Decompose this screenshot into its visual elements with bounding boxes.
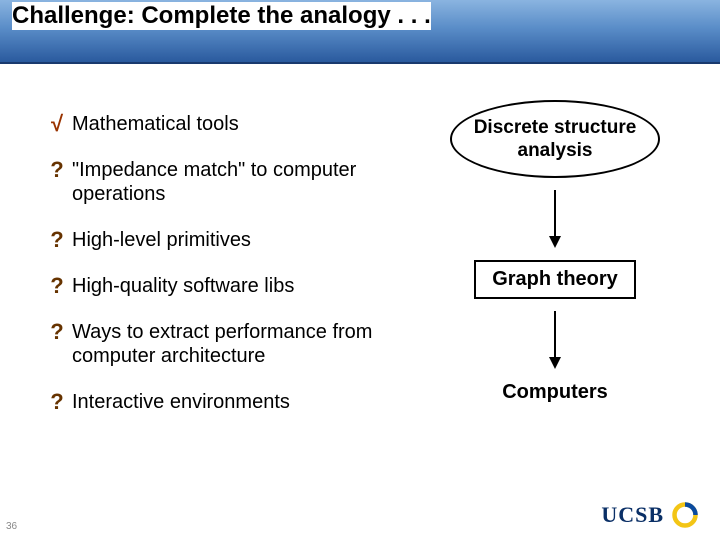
- list-item: ? High-level primitives: [44, 228, 384, 252]
- list-item: √ Mathematical tools: [44, 112, 384, 136]
- ucsb-logo: UCSB: [601, 500, 700, 530]
- node-label: Graph theory: [492, 268, 618, 290]
- bullet-text: Mathematical tools: [70, 112, 239, 136]
- slide-title: Challenge: Complete the analogy . . .: [12, 2, 431, 30]
- bullet-text: Interactive environments: [70, 390, 290, 414]
- arrow-icon: [545, 311, 565, 369]
- list-item: ? High-quality software libs: [44, 274, 384, 298]
- arrow-icon: [545, 190, 565, 248]
- text-node: Computers: [502, 381, 608, 404]
- bullet-text: High-level primitives: [70, 228, 251, 252]
- arrow-down: [545, 311, 565, 369]
- question-icon: ?: [44, 390, 70, 414]
- bullet-list: √ Mathematical tools ? "Impedance match"…: [44, 112, 384, 436]
- list-item: ? Interactive environments: [44, 390, 384, 414]
- slide-content: √ Mathematical tools ? "Impedance match"…: [0, 64, 720, 540]
- question-icon: ?: [44, 274, 70, 298]
- list-item: ? Ways to extract performance from compu…: [44, 320, 384, 368]
- check-icon: √: [44, 112, 70, 136]
- logo-ring-icon: [670, 500, 700, 530]
- box-node: Graph theory: [474, 260, 636, 299]
- question-icon: ?: [44, 158, 70, 182]
- page-number: 36: [6, 521, 17, 532]
- logo-text: UCSB: [601, 502, 664, 528]
- ellipse-node: Discrete structure analysis: [450, 100, 660, 178]
- bullet-text: Ways to extract performance from compute…: [70, 320, 384, 368]
- bullet-text: "Impedance match" to computer operations: [70, 158, 384, 206]
- arrow-down: [545, 190, 565, 248]
- question-icon: ?: [44, 320, 70, 344]
- question-icon: ?: [44, 228, 70, 252]
- analogy-chain: Discrete structure analysis Graph theory…: [420, 100, 690, 404]
- bullet-text: High-quality software libs: [70, 274, 294, 298]
- title-bar: Challenge: Complete the analogy . . .: [0, 0, 720, 64]
- node-label: Discrete structure analysis: [452, 116, 658, 162]
- list-item: ? "Impedance match" to computer operatio…: [44, 158, 384, 206]
